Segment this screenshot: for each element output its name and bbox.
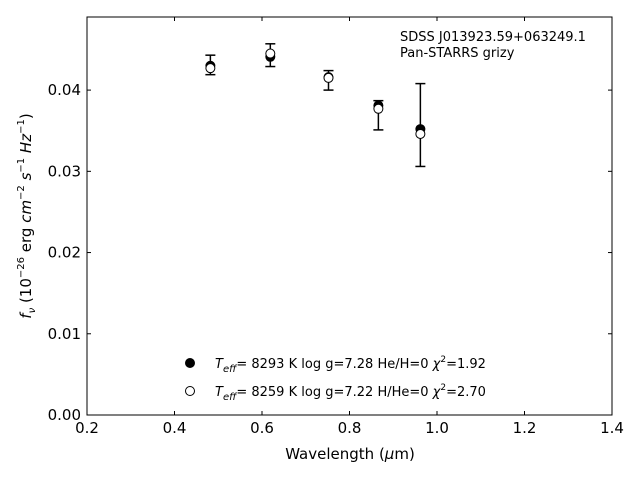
y-tick-label: 0.01 bbox=[48, 325, 81, 343]
annotation-object: SDSS J013923.59+063249.1 bbox=[400, 30, 586, 45]
x-tick-label: 1.0 bbox=[425, 419, 449, 437]
x-tick-label: 0.6 bbox=[250, 419, 274, 437]
legend-chi-open: =2.70 bbox=[446, 385, 486, 400]
point-open bbox=[265, 48, 276, 59]
legend-marker-filled bbox=[185, 358, 195, 368]
legend-logg-open: log g=7.22 bbox=[301, 385, 373, 400]
error-bars bbox=[205, 43, 426, 168]
x-tick-label: 0.4 bbox=[163, 419, 187, 437]
y-tick-label: 0.00 bbox=[48, 406, 81, 424]
plot-frame bbox=[86, 16, 613, 416]
annotation-survey: Pan-STARRS grizy bbox=[400, 46, 515, 61]
legend: Teff= 8293 K log g=7.28 He/H=0 χ2=1.92 T… bbox=[185, 355, 486, 403]
x-tick-label: 0.8 bbox=[338, 419, 362, 437]
y-tick-label: 0.04 bbox=[48, 81, 81, 99]
legend-logg-filled: log g=7.28 bbox=[301, 357, 373, 372]
legend-chi-filled: =1.92 bbox=[446, 357, 486, 372]
x-axis-label: Wavelength (μm) bbox=[285, 445, 415, 463]
point-open bbox=[323, 72, 334, 83]
y-tick-label: 0.03 bbox=[48, 162, 81, 180]
legend-comp-open: H/He=0 bbox=[377, 385, 428, 400]
legend-teff-filled: 8293 K bbox=[251, 357, 297, 372]
legend-comp-filled: He/H=0 bbox=[377, 357, 428, 372]
x-tick-label: 0.2 bbox=[75, 419, 99, 437]
y-tick-label: 0.02 bbox=[48, 244, 81, 262]
data-points bbox=[205, 48, 426, 139]
y-axis-label: fν (10−26 erg cm−2 s−1 Hz−1) bbox=[16, 113, 38, 318]
x-tick-label: 1.2 bbox=[513, 419, 537, 437]
legend-teff-open: 8259 K bbox=[251, 385, 297, 400]
point-open bbox=[205, 63, 216, 74]
legend-entry-filled: Teff= 8293 K log g=7.28 He/H=0 χ2=1.92 bbox=[215, 355, 486, 375]
x-tick-label: 1.4 bbox=[600, 419, 624, 437]
ticks-layer: 0.2 0.4 0.6 0.8 1.0 1.2 1.4 0.00 0.01 0.02 0.03 0.0… bbox=[48, 17, 624, 437]
legend-marker-open bbox=[185, 386, 195, 396]
point-open bbox=[373, 103, 384, 114]
legend-entry-open: Teff= 8259 K log g=7.22 H/He=0 χ2=2.70 bbox=[215, 383, 486, 403]
point-open bbox=[415, 128, 426, 139]
